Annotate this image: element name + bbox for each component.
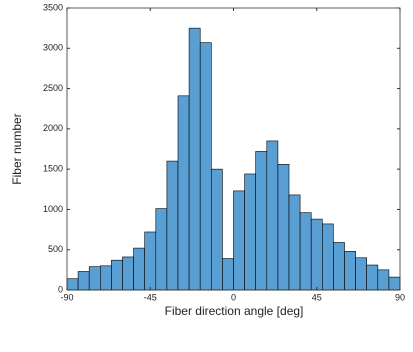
bar: [333, 242, 345, 291]
bar: [377, 269, 390, 291]
bar: [144, 231, 157, 291]
bar: [155, 208, 168, 291]
bar: [288, 194, 301, 291]
bar: [321, 223, 334, 291]
bar: [111, 259, 123, 291]
bar: [244, 173, 257, 291]
y-tick-label: 3000: [43, 43, 63, 53]
bar: [277, 164, 290, 291]
bar: [88, 266, 101, 291]
bar: [366, 264, 379, 291]
bar: [388, 276, 401, 291]
bar: [199, 42, 212, 291]
y-tick-label: 2000: [43, 123, 63, 133]
bar: [255, 151, 268, 291]
bar: [188, 27, 201, 291]
bar: [310, 218, 323, 291]
bar: [211, 168, 223, 291]
y-tick-label: 500: [48, 244, 63, 254]
bar: [100, 265, 112, 291]
bar: [344, 251, 356, 291]
bar: [299, 212, 312, 291]
y-tick-label: 3500: [43, 2, 63, 12]
x-tick-label: 90: [395, 292, 405, 302]
bar: [233, 190, 245, 291]
x-tick-label: 0: [231, 292, 236, 302]
bar: [166, 160, 179, 291]
y-tick-label: 2500: [43, 83, 63, 93]
bar: [122, 256, 134, 291]
bar: [355, 257, 368, 291]
y-tick-label: 1500: [43, 164, 63, 174]
y-tick-label: 1000: [43, 204, 63, 214]
bar: [222, 258, 234, 291]
y-axis-label: Fiber number: [10, 113, 24, 184]
x-tick-label: -45: [144, 292, 157, 302]
bar: [266, 140, 279, 291]
y-tick-label: 0: [58, 284, 63, 294]
bar: [177, 95, 190, 291]
bar: [77, 271, 90, 291]
bar: [133, 247, 146, 291]
x-tick-label: 45: [312, 292, 322, 302]
x-tick-label: -90: [60, 292, 73, 302]
bar: [66, 278, 79, 291]
x-axis-label: Fiber direction angle [deg]: [165, 304, 304, 318]
